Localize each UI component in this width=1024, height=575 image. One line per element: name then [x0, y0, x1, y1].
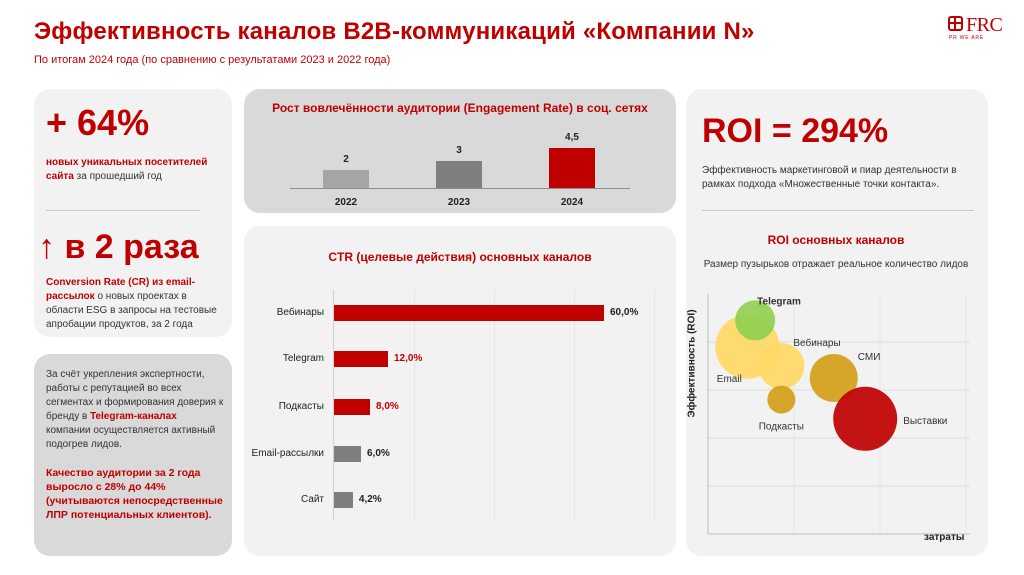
ctr-value-label: 8,0%: [376, 401, 399, 412]
frc-logo: FRC PR WE ARE: [948, 14, 1012, 46]
conversion-stat: ↑ в 2 раза: [38, 228, 199, 266]
conversion-rest: о новых проектах в области ESG в запросы…: [46, 291, 217, 330]
ctr-chart-title: CTR (целевые действия) основных каналов: [328, 250, 592, 264]
roi-bubble-chart: Email Telegram Вебинары Подкасты СМИ Выставки: [707, 294, 970, 535]
engagement-category-label: 2022: [334, 197, 358, 208]
engagement-chart-title: Рост вовлечённости аудитории (Engagement…: [272, 101, 648, 115]
bubble-вебинары: [758, 343, 805, 389]
roi-y-axis-label: Эффективность (ROI): [686, 309, 698, 418]
frc-logo-icon: [948, 16, 963, 31]
bubble-label: Подкасты: [759, 422, 804, 433]
roi-chart-title: ROI основных каналов: [767, 233, 905, 247]
ctr-bar: [334, 351, 388, 367]
ctr-bar: [334, 399, 370, 415]
logo-tagline: PR WE ARE: [949, 35, 984, 41]
page-title: Эффективность каналов B2B-коммуникаций «…: [34, 18, 755, 45]
ctr-value-label: 6,0%: [367, 448, 390, 459]
ctr-gridline: [654, 290, 655, 520]
engagement-value-label: 2: [343, 154, 349, 165]
engagement-value-label: 4,5: [565, 131, 579, 143]
page-subtitle: По итогам 2024 года (по сравнению с резу…: [34, 54, 391, 66]
note-highlight: Telegram-каналах: [90, 411, 177, 422]
engagement-category-label: 2024: [560, 197, 584, 208]
logo-text: FRC: [966, 14, 1003, 36]
roi-description: Эффективность маркетинговой и пиар деяте…: [702, 165, 957, 190]
ctr-category-label: Вебинары: [276, 307, 324, 318]
ctr-panel: [244, 226, 676, 556]
bubble-label: Выставки: [903, 416, 947, 427]
ctr-bar: [334, 305, 604, 321]
bubble-label: Вебинары: [793, 337, 840, 349]
engagement-bar-2023: [436, 161, 482, 188]
roi-divider: [702, 210, 974, 211]
stats-divider: [46, 210, 200, 211]
roi-chart-subtitle: Размер пузырьков отражает реальное колич…: [703, 259, 969, 270]
engagement-axis: [290, 188, 630, 189]
roi-x-axis-label: затраты: [924, 532, 965, 543]
ctr-value-label: 4,2%: [358, 494, 382, 505]
engagement-panel: [244, 89, 676, 213]
engagement-category-label: 2023: [447, 197, 471, 208]
ctr-category-label: Telegram: [282, 353, 324, 364]
roi-value: ROI = 294%: [702, 112, 889, 150]
bubble-подкасты: [767, 385, 796, 414]
ctr-gridline: [494, 290, 495, 520]
note-text: За счёт укрепления экспертности, работы …: [46, 368, 224, 452]
engagement-bar-2024: [549, 147, 595, 188]
ctr-value-label: 12,0%: [394, 353, 423, 364]
ctr-bar: [334, 446, 361, 462]
visitors-stat: + 64%: [46, 102, 150, 143]
visitors-description: новых уникальных посетителей сайта за пр…: [46, 156, 216, 184]
note-part2: компании осуществляется активный подогре…: [46, 425, 216, 450]
note-panel: [34, 354, 232, 556]
ctr-axis: [333, 290, 334, 520]
ctr-category-label: Подкасты: [278, 401, 324, 412]
ctr-gridline: [574, 290, 575, 520]
visitors-rest: за прошедший год: [73, 171, 162, 182]
bubble-label: Email: [717, 374, 742, 385]
bubble-telegram: [735, 300, 776, 341]
ctr-category-label: Email-рассылки: [251, 448, 324, 459]
bubble-label: Telegram: [757, 296, 801, 307]
audience-quality-note: Качество аудитории за 2 года выросло с 2…: [46, 467, 223, 521]
ctr-bar: [334, 492, 353, 508]
visitors-highlight: новых уникальных посетителей сайта: [46, 157, 208, 182]
ctr-category-label: Сайт: [300, 494, 324, 505]
note-part1: За счёт укрепления экспертности, работы …: [46, 369, 224, 422]
engagement-bar-2022: [323, 170, 369, 188]
conversion-description: Conversion Rate (CR) из email-рассылок о…: [46, 276, 226, 332]
conversion-highlight: Conversion Rate (CR) из email-рассылок: [46, 277, 195, 302]
ctr-gridline: [414, 290, 415, 520]
ctr-value-label: 60,0%: [610, 307, 639, 318]
stats-panel: [34, 89, 232, 337]
bubble-сми: [809, 354, 858, 402]
bubble-label: СМИ: [858, 352, 881, 363]
engagement-value-label: 3: [456, 145, 462, 156]
bubble-выставки: [833, 386, 898, 451]
